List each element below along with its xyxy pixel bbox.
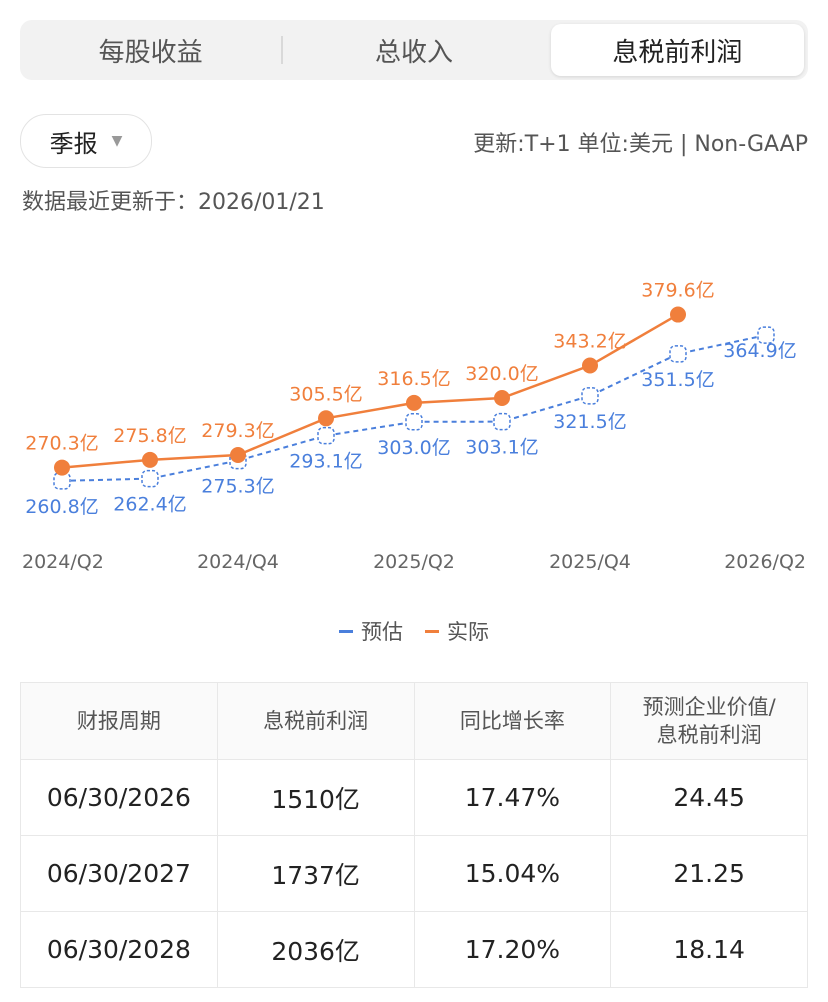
x-tick-label: 2025/Q2 [373, 551, 455, 573]
estimate-point [581, 387, 599, 405]
cell-yoy: 17.47% [413, 759, 612, 836]
tab-ebit[interactable]: 息税前利润 [550, 24, 804, 76]
estimate-data-label: 293.1亿 [289, 451, 362, 473]
estimate-data-label: 262.4亿 [113, 494, 186, 516]
legend-estimate-label: 预估 [361, 620, 403, 644]
chart-legend: 预估 实际 [0, 616, 828, 646]
x-tick-label: 2024/Q4 [197, 551, 279, 573]
actual-data-label: 270.3亿 [25, 433, 98, 455]
header-yoy: 同比增长率 [413, 682, 612, 760]
actual-point [318, 410, 334, 427]
tab-eps[interactable]: 每股收益 [24, 24, 277, 76]
estimate-series-line [61, 334, 767, 482]
cell-period: 06/30/2028 [20, 911, 218, 988]
estimate-point [141, 469, 159, 488]
table-row: 06/30/2026 1510亿 17.47% 24.45 [20, 759, 808, 836]
actual-point [582, 357, 598, 374]
cell-period: 06/30/2027 [20, 835, 218, 912]
legend-estimate-swatch [339, 629, 353, 633]
estimate-data-label: 303.0亿 [377, 437, 450, 459]
header-ev-ebit: 预测企业价值/息税前利润 [610, 682, 808, 760]
estimate-point [757, 326, 775, 344]
actual-data-label: 279.3亿 [201, 420, 274, 442]
period-dropdown-label: 季报 [49, 129, 98, 158]
caret-down-icon: ▼ [111, 133, 123, 149]
tab-ebit-label: 息税前利润 [612, 37, 743, 68]
cell-ev-ebit: 21.25 [610, 835, 808, 912]
actual-data-label: 316.5亿 [377, 368, 450, 390]
cell-period: 06/30/2026 [20, 759, 218, 836]
table-row: 06/30/2028 2036亿 17.20% 18.14 [20, 911, 808, 988]
legend-actual[interactable]: 实际 [425, 616, 489, 646]
tab-eps-label: 每股收益 [98, 37, 203, 68]
x-tick-label: 2025/Q4 [549, 551, 631, 573]
table-row: 06/30/2027 1737亿 15.04% 21.25 [20, 835, 808, 912]
header-ebit: 息税前利润 [216, 682, 415, 760]
table-header-row: 财报周期 息税前利润 同比增长率 预测企业价值/息税前利润 [20, 682, 808, 760]
x-tick-label: 2026/Q2 [724, 551, 806, 573]
estimate-point [669, 345, 687, 363]
actual-point [494, 390, 510, 406]
estimate-point [405, 413, 423, 431]
cell-ev-ebit: 24.45 [610, 759, 808, 836]
cell-ebit: 2036亿 [216, 911, 415, 988]
actual-point [670, 306, 686, 323]
tab-revenue[interactable]: 总收入 [287, 24, 540, 76]
estimate-data-label: 351.5亿 [641, 369, 714, 391]
forecast-table: 财报周期 息税前利润 同比增长率 预测企业价值/息税前利润 06/30/2026… [20, 682, 808, 988]
actual-data-label: 343.2亿 [553, 331, 626, 353]
updated-timestamp: 数据最近更新于：2026/01/21 [22, 190, 325, 215]
estimate-data-label: 275.3亿 [201, 476, 274, 498]
actual-data-label: 305.5亿 [289, 383, 362, 405]
estimate-data-label: 321.5亿 [553, 411, 626, 433]
metric-tabs: 每股收益 总收入 息税前利润 [20, 20, 808, 80]
period-dropdown[interactable]: 季报 ▼ [20, 114, 152, 168]
cell-ebit: 1510亿 [216, 759, 415, 836]
x-tick-label: 2024/Q2 [22, 551, 104, 573]
legend-estimate[interactable]: 预估 [339, 616, 403, 646]
estimate-data-label: 364.9亿 [723, 340, 796, 362]
legend-actual-swatch [425, 629, 439, 633]
header-period: 财报周期 [20, 682, 218, 760]
actual-point [230, 446, 246, 463]
estimate-data-label: 303.1亿 [465, 437, 538, 459]
cell-ebit: 1737亿 [216, 835, 415, 912]
cell-ev-ebit: 18.14 [610, 911, 808, 988]
actual-point [406, 394, 422, 411]
actual-series-line [61, 313, 679, 469]
tab-revenue-label: 总收入 [374, 37, 453, 68]
actual-point [142, 451, 158, 468]
legend-actual-label: 实际 [447, 620, 489, 644]
tab-divider [281, 36, 284, 64]
actual-data-label: 379.6亿 [641, 280, 714, 302]
estimate-data-label: 260.8亿 [25, 496, 98, 518]
meta-info: 更新:T+1 单位:美元 | Non-GAAP [473, 132, 808, 157]
estimate-point [317, 426, 335, 445]
actual-point [54, 459, 70, 476]
actual-data-label: 275.8亿 [113, 425, 186, 447]
estimate-point [493, 412, 511, 431]
actual-data-label: 320.0亿 [465, 363, 538, 385]
ebit-line-chart: 270.3亿 275.8亿 279.3亿 305.5亿 316.5亿 320.0亿 343.… [22, 280, 806, 573]
cell-yoy: 15.04% [413, 835, 612, 912]
cell-yoy: 17.20% [413, 911, 612, 988]
